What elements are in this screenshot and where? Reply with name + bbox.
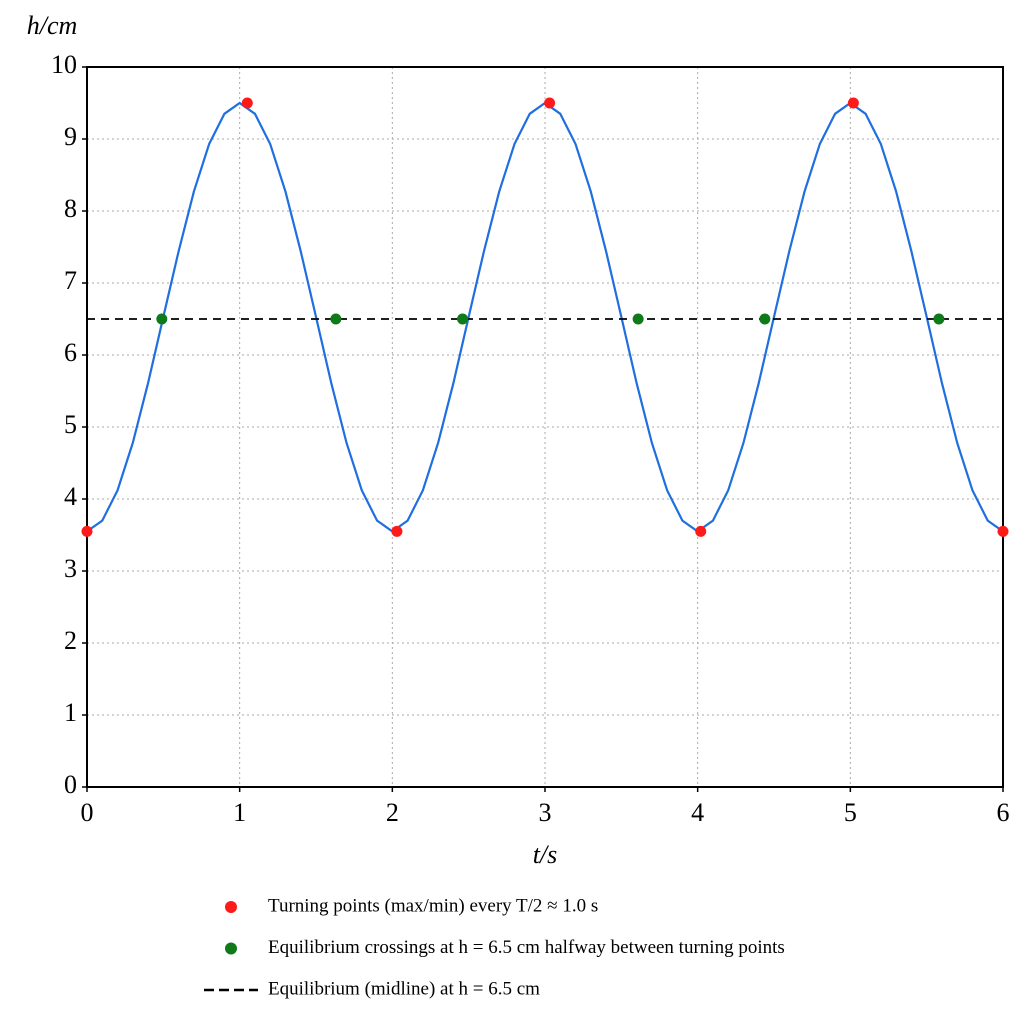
data-point (847, 97, 859, 109)
data-point (156, 313, 168, 325)
data-point (544, 97, 556, 109)
legend-marker (225, 901, 237, 913)
y-tick-label: 4 (64, 482, 77, 511)
x-tick-label: 5 (844, 798, 857, 827)
x-tick-label: 4 (691, 798, 704, 827)
data-point (997, 525, 1009, 537)
y-tick-label: 0 (64, 770, 77, 799)
y-tick-label: 7 (64, 266, 77, 295)
legend-label: Equilibrium (midline) at h = 6.5 cm (268, 978, 540, 999)
plot-frame (86, 66, 1004, 788)
x-tick-label: 2 (386, 798, 399, 827)
y-axis-label: h/cm (27, 11, 78, 40)
y-tick-label: 3 (64, 554, 77, 583)
legend-marker (225, 942, 237, 955)
y-tick-label: 6 (64, 338, 77, 367)
x-tick-label: 0 (81, 798, 94, 827)
data-point (695, 525, 707, 537)
y-tick-label: 2 (64, 626, 77, 655)
x-tick-label: 6 (997, 798, 1010, 827)
data-point (330, 313, 342, 325)
data-point (391, 525, 403, 537)
data-point (241, 97, 253, 109)
x-tick-label: 1 (233, 798, 246, 827)
data-point (457, 313, 469, 325)
y-tick-label: 9 (64, 122, 77, 151)
y-tick-label: 1 (64, 698, 77, 727)
y-tick-label: 8 (64, 194, 77, 223)
data-point (81, 525, 93, 537)
legend-label: Turning points (max/min) every T/2 ≈ 1.0… (268, 895, 598, 916)
data-point (933, 313, 945, 325)
data-point (759, 313, 771, 325)
data-point (632, 313, 644, 325)
y-tick-label: 10 (51, 50, 77, 79)
x-tick-label: 3 (539, 798, 552, 827)
x-axis-label: t/s (533, 840, 558, 869)
legend-label: Equilibrium crossings at h = 6.5 cm half… (268, 937, 785, 958)
y-tick-label: 5 (64, 410, 77, 439)
